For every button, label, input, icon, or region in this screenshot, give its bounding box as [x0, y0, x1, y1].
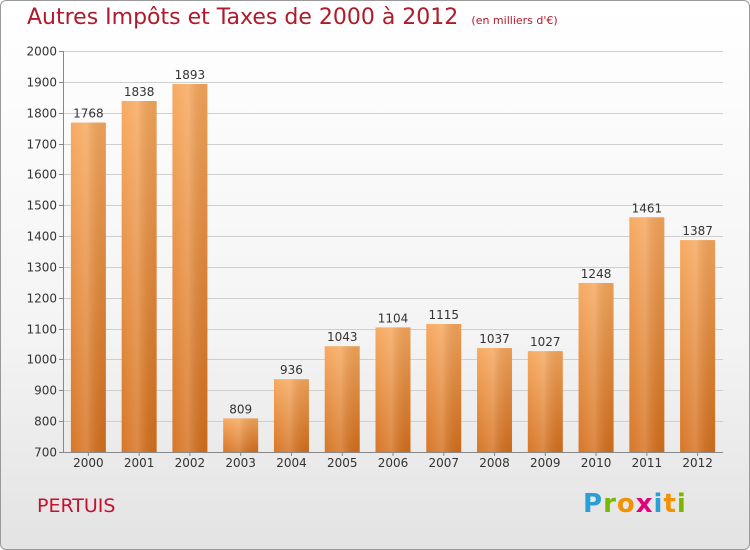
y-tick-label: 1400	[26, 230, 57, 244]
bar-value-label: 1027	[530, 335, 561, 349]
bar-shine-2008	[477, 348, 513, 452]
y-tick-label: 1500	[26, 199, 57, 213]
x-tick-label: 2004	[276, 456, 307, 470]
y-tick-label: 700	[34, 446, 57, 460]
logo-letter: i	[676, 489, 687, 519]
bar-shine-2012	[680, 240, 716, 452]
bar-value-label: 1043	[327, 330, 358, 344]
chart-title-text: Autres Impôts et Taxes de 2000 à 2012	[27, 5, 459, 30]
bar-value-label: 936	[280, 363, 303, 377]
bars	[70, 84, 716, 453]
y-tick-label: 1000	[26, 353, 57, 367]
logo-letter: o	[616, 489, 636, 519]
data-labels: 1768 1838 1893 809 936 1043 1104 1115 1037 1027 12…	[73, 68, 713, 416]
logo-letter: x	[635, 489, 654, 519]
bar-value-label: 1838	[124, 85, 155, 99]
bar-shine-2001	[121, 100, 157, 453]
x-tick-label: 2001	[124, 456, 155, 470]
y-tick-label: 2000	[26, 45, 57, 59]
x-tick-label: 2012	[682, 456, 713, 470]
bar-value-label: 1248	[581, 267, 612, 281]
bar-shine-2010	[578, 282, 614, 452]
x-tick-label: 2006	[378, 456, 409, 470]
logo-letter: P	[583, 489, 604, 519]
logo-letter: r	[603, 489, 617, 519]
x-tick-label: 2007	[428, 456, 459, 470]
y-tick-label: 800	[34, 415, 57, 429]
x-tick-label: 2010	[581, 456, 612, 470]
bar-shine-2004	[273, 379, 309, 452]
chart-title: Autres Impôts et Taxes de 2000 à 2012 (e…	[27, 5, 558, 30]
bar-value-label: 1387	[682, 224, 713, 238]
bar-shine-2000	[70, 122, 106, 452]
bar-value-label: 1893	[175, 68, 206, 82]
y-tick-label: 1800	[26, 107, 57, 121]
bar-shine-2003	[223, 418, 259, 452]
y-tick-label: 1900	[26, 76, 57, 90]
x-tick-label: 2008	[479, 456, 510, 470]
x-tick-label: 2011	[632, 456, 663, 470]
chart-unit-note: (en milliers d'€)	[471, 14, 558, 27]
x-tick-label: 2003	[225, 456, 256, 470]
y-tick-label: 1200	[26, 292, 57, 306]
y-tick-label: 1100	[26, 323, 57, 337]
bar-value-label: 809	[229, 402, 252, 416]
y-tick-label: 900	[34, 384, 57, 398]
x-tick-label: 2009	[530, 456, 561, 470]
y-tick-label: 1700	[26, 138, 57, 152]
bar-shine-2009	[527, 351, 563, 452]
bar-value-label: 1104	[378, 311, 409, 325]
bar-shine-2006	[375, 327, 411, 452]
bar-value-label: 1115	[428, 308, 459, 322]
logo-letter: t	[663, 489, 677, 519]
bar-shine-2002	[172, 84, 208, 453]
bar-value-label: 1461	[632, 201, 663, 215]
y-tick-label: 1600	[26, 168, 57, 182]
proxiti-logo[interactable]: Proxiti	[583, 489, 687, 519]
city-name: PERTUIS	[37, 495, 116, 517]
x-tick-label: 2000	[73, 456, 104, 470]
bar-shine-2007	[426, 323, 462, 452]
y-tick-label: 1300	[26, 261, 57, 275]
axes: 700 800 900 1000 1100 1200 1300 1400 1500 1600 170…	[26, 45, 723, 470]
bar-value-label: 1037	[479, 332, 510, 346]
bar-value-label: 1768	[73, 107, 104, 121]
logo-letter: i	[653, 489, 664, 519]
bar-shine-2011	[629, 217, 665, 452]
x-tick-label: 2002	[175, 456, 206, 470]
x-tick-label: 2005	[327, 456, 358, 470]
bar-shine-2005	[324, 346, 360, 452]
